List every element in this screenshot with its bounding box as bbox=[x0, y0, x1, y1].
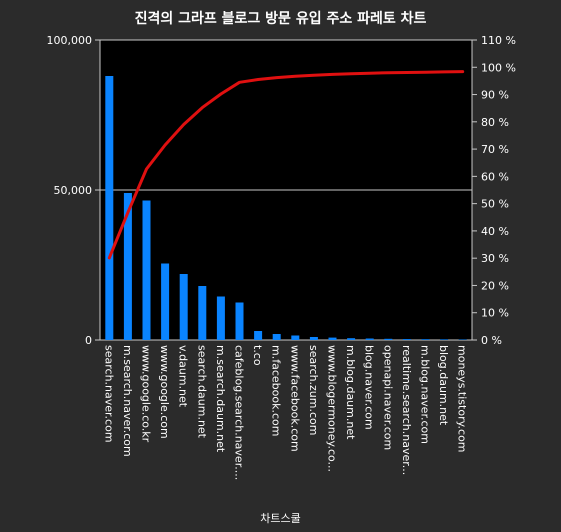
x-tick-label: www.google.com bbox=[158, 345, 171, 439]
bar bbox=[161, 263, 170, 340]
y2-tick-label: 90 % bbox=[481, 89, 509, 102]
bar bbox=[440, 339, 449, 340]
bar bbox=[309, 337, 318, 340]
bar bbox=[402, 339, 411, 340]
x-tick-label: m.blog.naver.com bbox=[419, 345, 432, 444]
x-tick-label: www.google.co.kr bbox=[140, 345, 153, 443]
y2-tick-label: 40 % bbox=[481, 225, 509, 238]
x-tick-label: m.search.naver.com bbox=[121, 345, 134, 457]
x-axis-title: 차트스쿨 bbox=[260, 512, 301, 525]
x-tick-label: m.facebook.com bbox=[270, 345, 283, 436]
bar bbox=[347, 338, 356, 340]
y-tick-label: 0 bbox=[85, 334, 92, 347]
y2-tick-label: 60 % bbox=[481, 170, 509, 183]
y-tick-label: 100,000 bbox=[47, 34, 93, 47]
x-tick-label: cafeblog.search.naver.... bbox=[233, 345, 246, 480]
x-tick-label: moneys.tistory.com bbox=[456, 345, 469, 453]
x-tick-label: m.search.daum.net bbox=[214, 345, 227, 453]
y2-tick-label: 0 % bbox=[481, 334, 502, 347]
bar bbox=[291, 335, 300, 340]
bar bbox=[235, 302, 244, 340]
bar bbox=[254, 331, 263, 340]
x-tick-label: www.blogermoney.co... bbox=[326, 345, 339, 472]
bar bbox=[328, 337, 337, 340]
bar bbox=[216, 296, 225, 340]
x-tick-label: realtime.search.naver... bbox=[400, 345, 413, 475]
bar bbox=[142, 200, 151, 340]
y2-tick-label: 70 % bbox=[481, 143, 509, 156]
bar bbox=[384, 338, 393, 340]
x-tick-label: blog.daum.net bbox=[437, 345, 450, 426]
x-tick-label: search.naver.com bbox=[102, 345, 115, 443]
bar bbox=[123, 193, 132, 340]
y-tick-label: 50,000 bbox=[54, 184, 93, 197]
bar bbox=[198, 286, 207, 340]
x-tick-label: m.blog.daum.net bbox=[344, 345, 357, 440]
x-tick-label: search.daum.net bbox=[195, 345, 208, 439]
x-tick-label: search.zum.com bbox=[307, 345, 320, 436]
y2-tick-label: 10 % bbox=[481, 307, 509, 320]
y2-tick-label: 100 % bbox=[481, 61, 516, 74]
y2-tick-label: 30 % bbox=[481, 252, 509, 265]
bar bbox=[365, 338, 374, 340]
x-tick-label: openapi.naver.com bbox=[381, 345, 394, 450]
bar bbox=[179, 274, 188, 340]
x-tick-label: t.co bbox=[251, 345, 264, 366]
y2-tick-label: 50 % bbox=[481, 198, 509, 211]
y2-tick-label: 80 % bbox=[481, 116, 509, 129]
x-tick-label: www.facebook.com bbox=[288, 345, 301, 452]
bar bbox=[105, 76, 114, 340]
cumulative-percent-line bbox=[107, 70, 465, 260]
bar bbox=[421, 339, 430, 340]
x-tick-label: blog.naver.com bbox=[363, 345, 376, 430]
chart-title: 진격의 그라프 블로그 방문 유입 주소 파레토 차트 bbox=[134, 11, 427, 27]
x-tick-label: v.daum.net bbox=[177, 345, 190, 408]
bar bbox=[272, 334, 281, 340]
y2-tick-label: 20 % bbox=[481, 279, 509, 292]
y2-tick-label: 110 % bbox=[481, 34, 516, 47]
